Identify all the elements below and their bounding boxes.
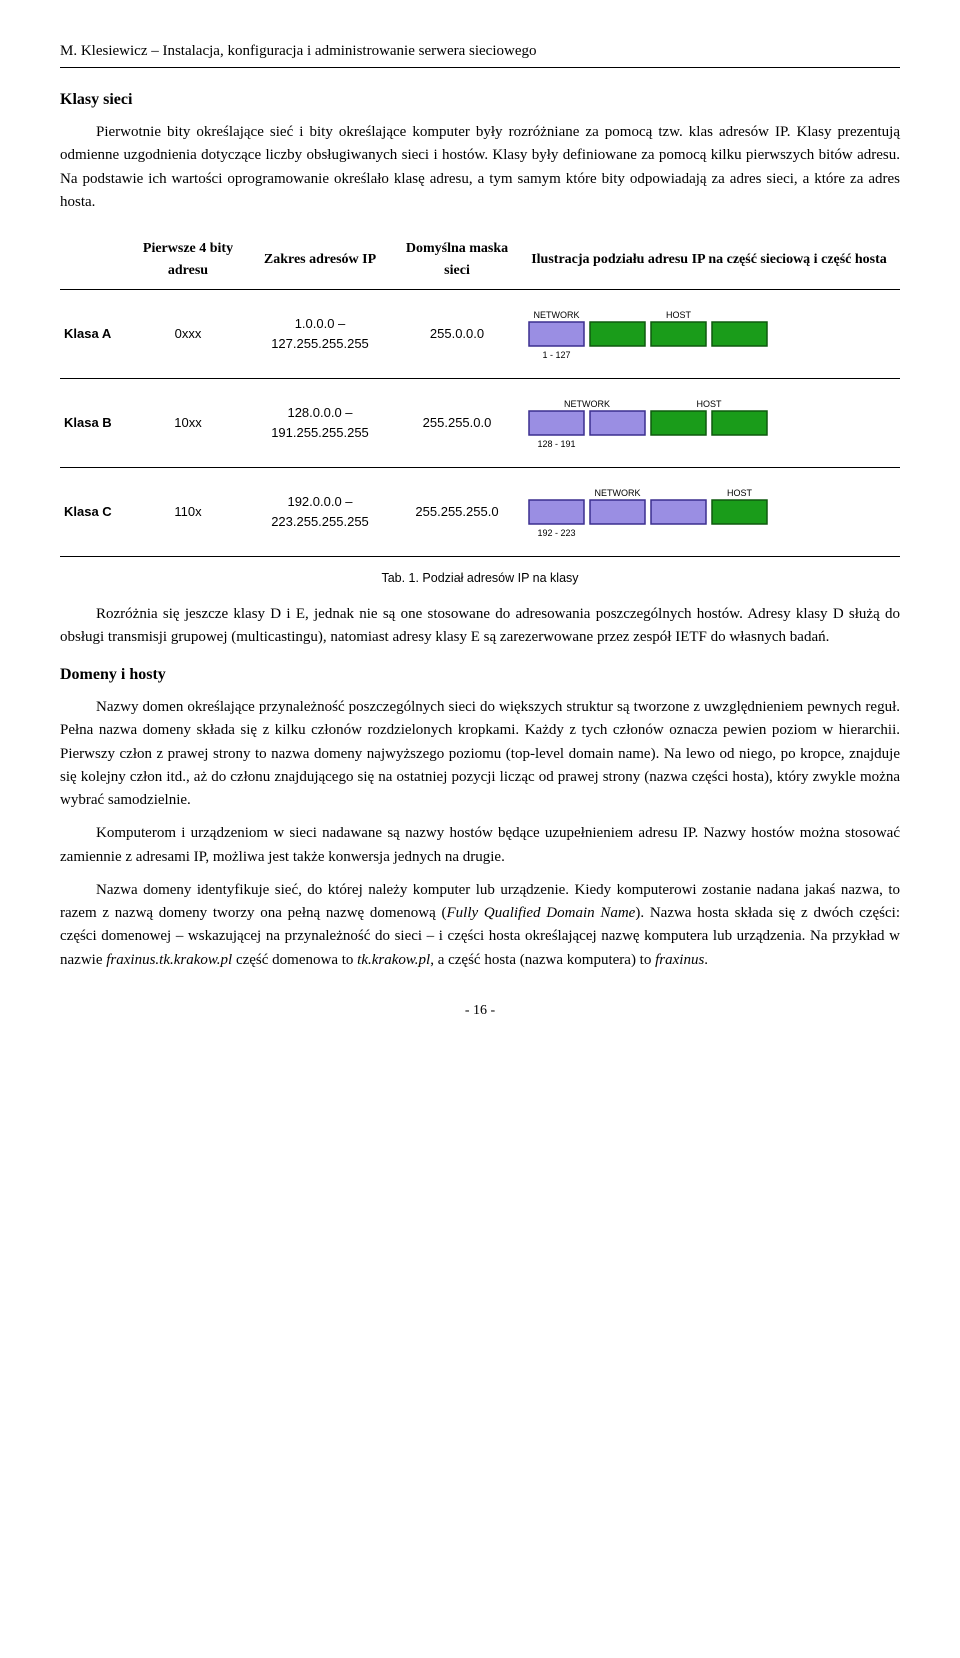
row-label: Klasa C bbox=[60, 468, 132, 557]
cell-bits: 10xx bbox=[132, 379, 244, 468]
ip-diagram: NETWORK HOST 1 - 127 bbox=[524, 308, 772, 360]
cell-bits: 110x bbox=[132, 468, 244, 557]
cell-diagram: NETWORK HOST 1 - 127 bbox=[518, 290, 900, 379]
svg-text:NETWORK: NETWORK bbox=[534, 310, 580, 320]
cell-range: 1.0.0.0 – 127.255.255.255 bbox=[244, 290, 396, 379]
svg-text:1 - 127: 1 - 127 bbox=[542, 350, 570, 360]
paragraph-4: Komputerom i urządzeniom w sieci nadawan… bbox=[60, 822, 900, 869]
page-number: - 16 - bbox=[60, 1000, 900, 1022]
row-label: Klasa B bbox=[60, 379, 132, 468]
col-range: Zakres adresów IP bbox=[244, 230, 396, 290]
ip-class-table: Pierwsze 4 bity adresu Zakres adresów IP… bbox=[60, 230, 900, 557]
cell-bits: 0xxx bbox=[132, 290, 244, 379]
cell-diagram: NETWORK HOST 192 - 223 bbox=[518, 468, 900, 557]
table-row: Klasa A0xxx1.0.0.0 – 127.255.255.255255.… bbox=[60, 290, 900, 379]
cell-mask: 255.255.0.0 bbox=[396, 379, 518, 468]
paragraph-1: Pierwotnie bity określające sieć i bity … bbox=[60, 121, 900, 214]
cell-diagram: NETWORK HOST 128 - 191 bbox=[518, 379, 900, 468]
col-illustration: Ilustracja podziału adresu IP na część s… bbox=[518, 230, 900, 290]
table-row: Klasa B10xx128.0.0.0 – 191.255.255.25525… bbox=[60, 379, 900, 468]
table-header-row: Pierwsze 4 bity adresu Zakres adresów IP… bbox=[60, 230, 900, 290]
cell-mask: 255.0.0.0 bbox=[396, 290, 518, 379]
paragraph-2: Rozróżnia się jeszcze klasy D i E, jedna… bbox=[60, 603, 900, 650]
svg-text:192 - 223: 192 - 223 bbox=[537, 528, 575, 538]
row-label: Klasa A bbox=[60, 290, 132, 379]
ip-diagram: NETWORK HOST 192 - 223 bbox=[524, 486, 772, 538]
svg-text:HOST: HOST bbox=[696, 399, 722, 409]
cell-range: 192.0.0.0 – 223.255.255.255 bbox=[244, 468, 396, 557]
ip-diagram: NETWORK HOST 128 - 191 bbox=[524, 397, 772, 449]
header-rule bbox=[60, 67, 900, 68]
paragraph-3: Nazwy domen określające przynależność po… bbox=[60, 696, 900, 812]
svg-text:128 - 191: 128 - 191 bbox=[537, 439, 575, 449]
col-mask: Domyślna maska sieci bbox=[396, 230, 518, 290]
page-header: M. Klesiewicz – Instalacja, konfiguracja… bbox=[60, 40, 900, 63]
paragraph-5: Nazwa domeny identyfikuje sieć, do które… bbox=[60, 879, 900, 972]
svg-text:HOST: HOST bbox=[727, 488, 753, 498]
cell-mask: 255.255.255.0 bbox=[396, 468, 518, 557]
table-row: Klasa C110x192.0.0.0 – 223.255.255.25525… bbox=[60, 468, 900, 557]
table-caption: Tab. 1. Podział adresów IP na klasy bbox=[60, 569, 900, 588]
section-title-klasy: Klasy sieci bbox=[60, 88, 900, 113]
cell-range: 128.0.0.0 – 191.255.255.255 bbox=[244, 379, 396, 468]
section-title-domeny: Domeny i hosty bbox=[60, 663, 900, 688]
svg-text:HOST: HOST bbox=[666, 310, 692, 320]
col-bits: Pierwsze 4 bity adresu bbox=[132, 230, 244, 290]
svg-text:NETWORK: NETWORK bbox=[595, 488, 641, 498]
svg-text:NETWORK: NETWORK bbox=[564, 399, 610, 409]
